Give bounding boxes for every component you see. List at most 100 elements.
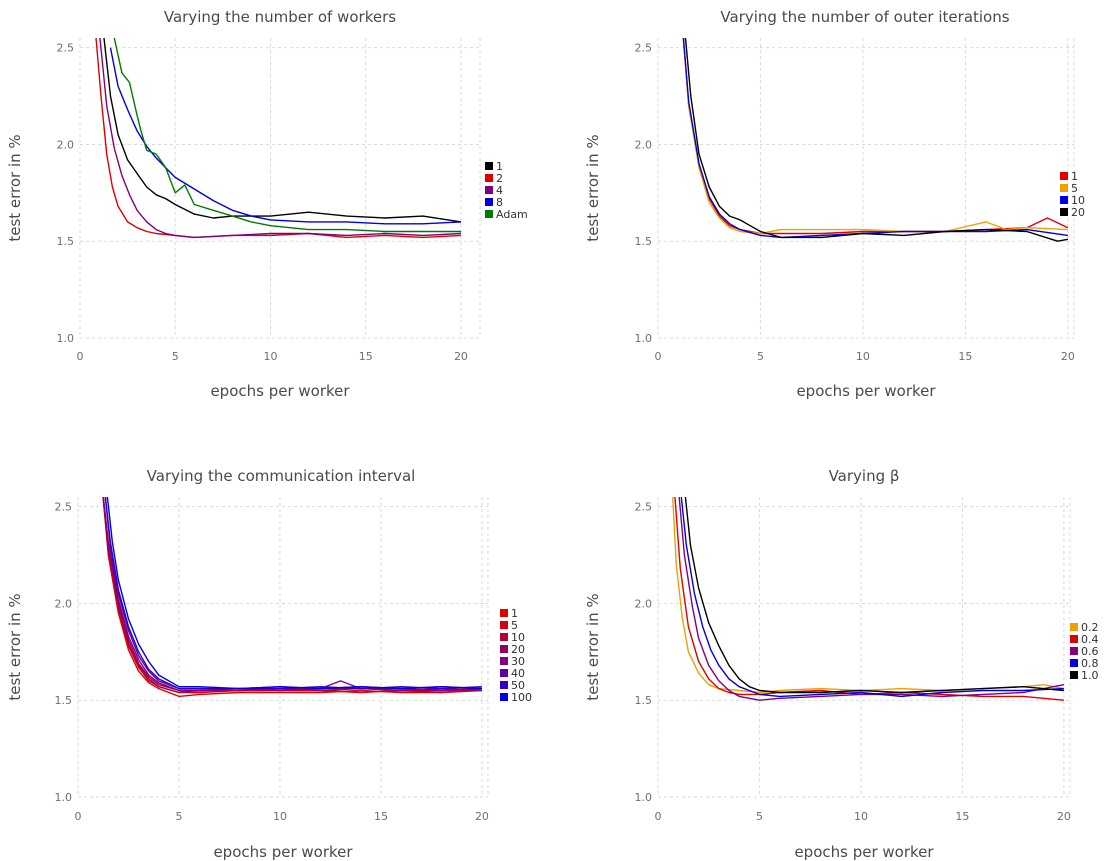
- series-line-100: [106, 497, 482, 690]
- y-tick-label: 1.5: [55, 694, 73, 707]
- chart-title: Varying β: [829, 467, 900, 485]
- chart-title: Varying the communication interval: [147, 467, 416, 485]
- legend-swatch: [500, 669, 508, 677]
- legend-swatch: [1070, 623, 1078, 631]
- y-tick-label: 1.5: [635, 694, 653, 707]
- x-tick-label: 5: [756, 810, 763, 823]
- y-tick-label: 2.0: [57, 138, 75, 151]
- y-tick-label: 1.5: [635, 235, 653, 248]
- x-tick-label: 5: [757, 350, 764, 363]
- series-line-10: [682, 38, 1068, 239]
- series-line-0.8: [680, 497, 1064, 698]
- legend-label: 1: [511, 607, 518, 620]
- y-axis-label: test error in %: [584, 134, 602, 241]
- legend-label: 40: [511, 667, 525, 680]
- legend-swatch: [500, 681, 508, 689]
- series-line-1: [682, 38, 1069, 235]
- chart-title: Varying the number of workers: [164, 8, 396, 26]
- series-group: [682, 38, 1069, 242]
- legend-swatch: [1070, 659, 1078, 667]
- x-tick-label: 0: [655, 350, 662, 363]
- series-line-1: [102, 497, 482, 698]
- y-tick-label: 2.0: [635, 138, 653, 151]
- legend-label: 20: [511, 643, 525, 656]
- legend-label: Adam: [496, 208, 528, 221]
- y-axis-label: test error in %: [6, 134, 24, 241]
- series-line-4: [99, 38, 462, 239]
- series-line-20: [102, 497, 482, 692]
- x-tick-label: 0: [77, 350, 84, 363]
- x-axis-label: epochs per worker: [210, 382, 350, 400]
- legend-label: 0.4: [1081, 633, 1099, 646]
- y-tick-label: 2.5: [635, 42, 653, 55]
- series-line-20: [684, 38, 1069, 242]
- x-axis-label: epochs per worker: [796, 382, 936, 400]
- legend-swatch: [1060, 196, 1068, 204]
- series-line-10: [102, 497, 482, 694]
- legend-swatch: [485, 174, 493, 182]
- x-tick-label: 15: [359, 350, 373, 363]
- series-line-1: [103, 38, 462, 223]
- x-axis-label: epochs per worker: [213, 843, 353, 861]
- legend-swatch: [500, 633, 508, 641]
- series-line-40: [104, 497, 482, 690]
- series-group: [672, 497, 1065, 701]
- x-tick-label: 0: [655, 810, 662, 823]
- series-group: [102, 497, 482, 698]
- series-line-Adam: [113, 38, 461, 233]
- x-tick-label: 20: [1061, 350, 1075, 363]
- legend-swatch: [1060, 172, 1068, 180]
- legend-label: 1.0: [1081, 669, 1099, 682]
- legend-label: 1: [496, 160, 503, 173]
- chart-panel-1: 0 5 10 15 20 1.0 1.5 2.0 2.5 Varying the number o…: [6, 8, 528, 400]
- legend-label: 20: [1071, 206, 1085, 219]
- chart-title: Varying the number of outer iterations: [720, 8, 1009, 26]
- y-tick-label: 1.5: [57, 235, 75, 248]
- legend-swatch: [485, 186, 493, 194]
- legend-swatch: [500, 609, 508, 617]
- series-line-30: [102, 497, 482, 692]
- x-tick-label: 15: [374, 810, 388, 823]
- legend-swatch: [485, 210, 493, 218]
- series-line-0.4: [674, 497, 1064, 701]
- series-line-1.0: [684, 497, 1064, 694]
- legend-label: 10: [511, 631, 525, 644]
- x-tick-label: 10: [856, 350, 870, 363]
- legend-swatch: [1070, 647, 1078, 655]
- x-axis-label: epochs per worker: [794, 843, 934, 861]
- legend-label: 2: [496, 172, 503, 185]
- legend-label: 0.6: [1081, 645, 1099, 658]
- x-tick-label: 20: [454, 350, 468, 363]
- legend-swatch: [1070, 635, 1078, 643]
- legend-label: 4: [496, 184, 503, 197]
- legend-swatch: [500, 645, 508, 653]
- legend-label: 5: [511, 619, 518, 632]
- legend-swatch: [1070, 671, 1078, 679]
- legend-label: 1: [1071, 170, 1078, 183]
- y-tick-label: 2.5: [57, 42, 75, 55]
- legend-label: 5: [1071, 182, 1078, 195]
- legend-label: 0.8: [1081, 657, 1099, 670]
- y-tick-label: 2.0: [635, 597, 653, 610]
- legend-swatch: [500, 693, 508, 701]
- y-tick-label: 2.0: [55, 597, 73, 610]
- legend-label: 10: [1071, 194, 1085, 207]
- x-tick-label: 0: [75, 810, 82, 823]
- legend-swatch: [485, 198, 493, 206]
- x-tick-label: 15: [955, 810, 969, 823]
- series-group: [95, 38, 462, 239]
- x-tick-label: 10: [263, 350, 277, 363]
- y-tick-label: 1.0: [635, 791, 653, 804]
- legend-swatch: [500, 621, 508, 629]
- y-axis-label: test error in %: [584, 593, 602, 700]
- series-line-0.2: [672, 497, 1065, 694]
- x-tick-label: 10: [273, 810, 287, 823]
- legend-label: 100: [511, 691, 532, 704]
- series-line-5: [682, 38, 1068, 235]
- series-line-2: [95, 38, 462, 239]
- legend-swatch: [500, 657, 508, 665]
- y-axis-label: test error in %: [6, 593, 24, 700]
- x-tick-label: 5: [175, 810, 182, 823]
